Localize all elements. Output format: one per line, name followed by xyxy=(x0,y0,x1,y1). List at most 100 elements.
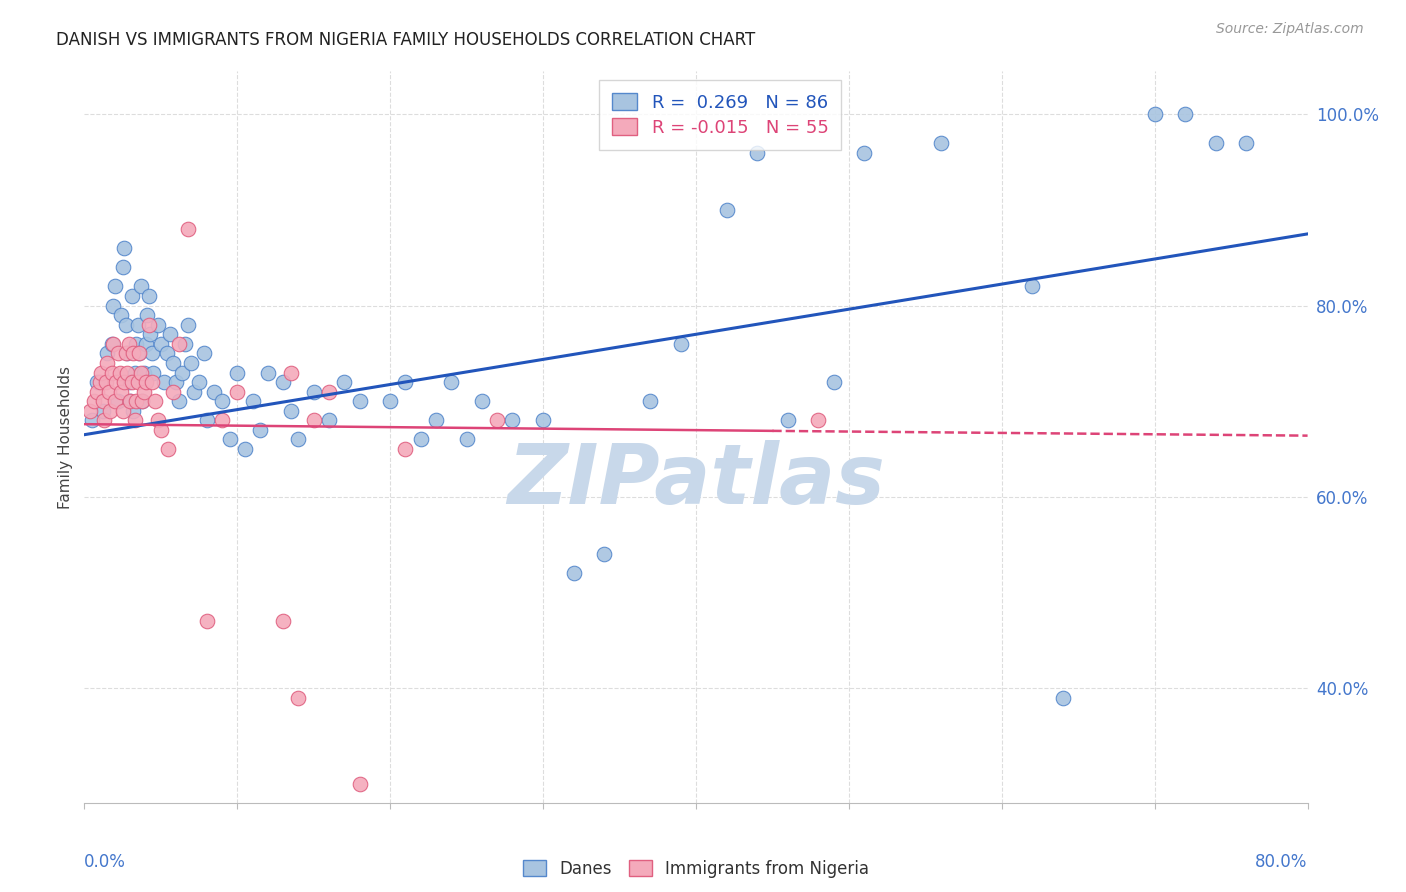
Point xyxy=(127,375,149,389)
Point xyxy=(562,566,585,581)
Point xyxy=(118,375,141,389)
Point xyxy=(280,404,302,418)
Point xyxy=(124,413,146,427)
Point xyxy=(108,366,131,380)
Point xyxy=(107,346,129,360)
Point xyxy=(177,318,200,332)
Point xyxy=(195,614,218,628)
Text: DANISH VS IMMIGRANTS FROM NIGERIA FAMILY HOUSEHOLDS CORRELATION CHART: DANISH VS IMMIGRANTS FROM NIGERIA FAMILY… xyxy=(56,31,755,49)
Point xyxy=(138,289,160,303)
Point xyxy=(136,308,159,322)
Point xyxy=(471,394,494,409)
Point xyxy=(94,375,117,389)
Point xyxy=(287,690,309,705)
Point xyxy=(409,433,432,447)
Point xyxy=(128,346,150,360)
Point xyxy=(425,413,447,427)
Point xyxy=(101,336,124,351)
Point xyxy=(124,366,146,380)
Point xyxy=(159,327,181,342)
Point xyxy=(853,145,876,160)
Point xyxy=(120,394,142,409)
Point xyxy=(669,336,692,351)
Point xyxy=(132,384,155,399)
Point xyxy=(131,394,153,409)
Point xyxy=(103,336,125,351)
Point xyxy=(91,404,114,418)
Point xyxy=(188,375,211,389)
Point xyxy=(90,366,112,380)
Point xyxy=(138,318,160,332)
Point xyxy=(823,375,845,389)
Point xyxy=(486,413,509,427)
Point xyxy=(167,394,190,409)
Point xyxy=(101,366,124,380)
Point xyxy=(131,394,153,409)
Point xyxy=(156,346,179,360)
Point xyxy=(139,327,162,342)
Point xyxy=(165,375,187,389)
Point xyxy=(318,384,340,399)
Point xyxy=(146,318,169,332)
Point xyxy=(135,375,157,389)
Point xyxy=(103,299,125,313)
Point xyxy=(128,346,150,360)
Point xyxy=(747,145,769,160)
Point xyxy=(202,384,225,399)
Point xyxy=(174,336,197,351)
Point xyxy=(318,413,340,427)
Point xyxy=(112,241,135,255)
Point xyxy=(440,375,463,389)
Point xyxy=(149,423,172,437)
Point xyxy=(226,366,249,380)
Point xyxy=(111,404,134,418)
Point xyxy=(333,375,356,389)
Text: 0.0%: 0.0% xyxy=(84,853,127,871)
Point xyxy=(141,375,163,389)
Point xyxy=(716,202,738,217)
Point xyxy=(271,375,294,389)
Point xyxy=(1236,136,1258,150)
Point xyxy=(104,279,127,293)
Text: Source: ZipAtlas.com: Source: ZipAtlas.com xyxy=(1216,22,1364,37)
Point xyxy=(122,346,145,360)
Point xyxy=(531,413,554,427)
Point xyxy=(104,394,127,409)
Point xyxy=(120,394,142,409)
Point xyxy=(107,394,129,409)
Point xyxy=(776,413,799,427)
Point xyxy=(121,375,143,389)
Point xyxy=(125,336,148,351)
Point xyxy=(172,366,194,380)
Text: ZIPatlas: ZIPatlas xyxy=(508,441,884,522)
Point xyxy=(302,413,325,427)
Point xyxy=(129,366,152,380)
Point xyxy=(807,413,830,427)
Point xyxy=(142,366,165,380)
Point xyxy=(183,384,205,399)
Point xyxy=(114,318,136,332)
Point xyxy=(502,413,524,427)
Point xyxy=(380,394,402,409)
Point xyxy=(177,222,200,236)
Point xyxy=(456,433,478,447)
Point xyxy=(89,375,111,389)
Point xyxy=(218,433,240,447)
Point xyxy=(929,136,952,150)
Point xyxy=(167,336,190,351)
Point xyxy=(394,375,416,389)
Point xyxy=(1174,107,1197,121)
Point xyxy=(638,394,661,409)
Point xyxy=(97,384,120,399)
Point xyxy=(1205,136,1227,150)
Point xyxy=(146,413,169,427)
Point xyxy=(143,394,166,409)
Point xyxy=(257,366,280,380)
Point xyxy=(211,394,233,409)
Point xyxy=(118,336,141,351)
Point xyxy=(110,308,132,322)
Point xyxy=(162,356,184,370)
Point xyxy=(121,289,143,303)
Point xyxy=(112,375,135,389)
Point xyxy=(280,366,302,380)
